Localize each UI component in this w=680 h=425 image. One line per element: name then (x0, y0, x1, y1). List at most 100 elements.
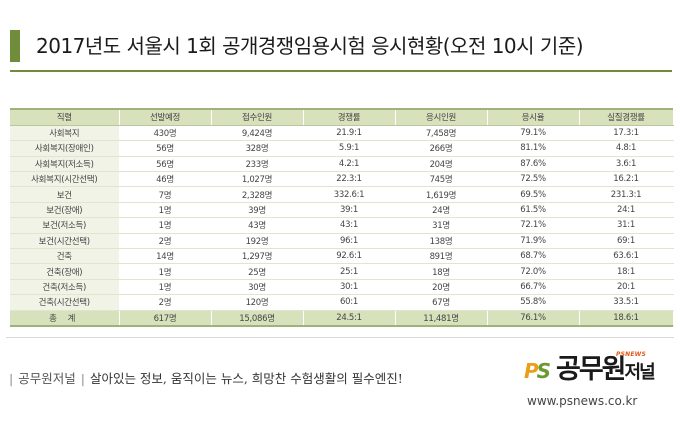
data-cell: 1명 (119, 263, 212, 280)
total-cell: 11,481명 (395, 310, 488, 326)
data-cell: 14명 (119, 248, 212, 265)
site-url: www.psnews.co.kr (527, 394, 638, 408)
data-cell: 2명 (119, 233, 212, 250)
data-cell: 3.6:1 (579, 156, 674, 173)
column-header: 선발예정 (119, 110, 212, 126)
row-label-cell: 보건(시간선택) (10, 233, 120, 250)
data-cell: 22.3:1 (303, 171, 396, 188)
data-cell: 68.7% (487, 248, 580, 265)
data-cell: 1,297명 (211, 248, 304, 265)
data-cell: 5.9:1 (303, 140, 396, 157)
row-label-cell: 건축(장애) (10, 263, 120, 280)
column-header: 경쟁률 (303, 110, 396, 126)
row-label-cell: 사회복지 (10, 125, 120, 142)
table-row: 건축(장애) 1명 25명 25:1 18명 72.0% 18:1 (10, 263, 674, 280)
data-cell: 30명 (211, 279, 304, 296)
data-cell: 39명 (211, 202, 304, 219)
data-cell: 63.6:1 (579, 248, 674, 265)
data-cell: 81.1% (487, 140, 580, 157)
data-cell: 1명 (119, 279, 212, 296)
data-cell: 266명 (395, 140, 488, 157)
data-cell: 9,424명 (211, 125, 304, 142)
data-cell: 24:1 (579, 202, 674, 219)
data-cell: 66.7% (487, 279, 580, 296)
table-row: 보건(시간선택) 2명 192명 96:1 138명 71.9% 69:1 (10, 233, 674, 250)
data-cell: 72.1% (487, 217, 580, 234)
data-cell: 96:1 (303, 233, 396, 250)
data-cell: 33.5:1 (579, 294, 674, 311)
data-cell: 31:1 (579, 217, 674, 234)
total-cell: 24.5:1 (303, 310, 396, 326)
data-cell: 4.2:1 (303, 156, 396, 173)
data-cell: 67명 (395, 294, 488, 311)
table-row: 건축(저소득) 1명 30명 30:1 20명 66.7% 20:1 (10, 279, 674, 296)
data-cell: 430명 (119, 125, 212, 142)
data-cell: 16.2:1 (579, 171, 674, 188)
data-cell: 92.6:1 (303, 248, 396, 265)
data-cell: 87.6% (487, 156, 580, 173)
slogan-separator: | (80, 371, 85, 386)
row-label-cell: 보건(장애) (10, 202, 120, 219)
data-cell: 72.0% (487, 263, 580, 280)
psnews-logo: PS 공무원저널 PSNEWS (524, 351, 674, 391)
column-header: 직렬 (10, 110, 120, 126)
total-row: 총 계 617명 15,086명 24.5:1 11,481명 76.1% 18.6:1 (10, 310, 674, 326)
table-body: 사회복지 430명 9,424명 21.9:1 7,458명 79.1% 17.3:1 사회복… (10, 125, 674, 326)
title-underline (10, 70, 672, 72)
data-cell: 17.3:1 (579, 125, 674, 142)
data-cell: 192명 (211, 233, 304, 250)
table-bottom-rule (10, 325, 673, 327)
total-cell: 76.1% (487, 310, 580, 326)
logo-ps-mark: PS (524, 359, 551, 383)
row-label-cell: 건축(시간선택) (10, 294, 120, 311)
data-cell: 69:1 (579, 233, 674, 250)
data-cell: 60:1 (303, 294, 396, 311)
column-header: 접수인원 (211, 110, 304, 126)
exam-status-table: 직렬 선발예정 접수인원 경쟁률 응시인원 응시율 실질경쟁률 사회복지 430명 9,424명… (10, 110, 674, 326)
total-cell: 18.6:1 (579, 310, 674, 326)
data-cell: 7명 (119, 186, 212, 203)
title-section: 2017년도 서울시 1회 공개경쟁임용시험 응시현황(오전 10시 기준) (0, 0, 680, 72)
table-row: 보건 7명 2,328명 332.6:1 1,619명 69.5% 231.3:1 (10, 186, 674, 203)
data-cell: 61.5% (487, 202, 580, 219)
table-row: 건축 14명 1,297명 92.6:1 891명 68.7% 63.6:1 (10, 248, 674, 265)
slogan-text: 살아있는 정보, 움직이는 뉴스, 희망찬 수험생활의 필수엔진! (89, 371, 403, 386)
data-cell: 204명 (395, 156, 488, 173)
data-cell: 1명 (119, 202, 212, 219)
total-label-cell: 총 계 (10, 310, 120, 326)
table-row: 사회복지 430명 9,424명 21.9:1 7,458명 79.1% 17.3:1 (10, 125, 674, 142)
data-cell: 4.8:1 (579, 140, 674, 157)
data-cell: 55.8% (487, 294, 580, 311)
row-label-cell: 사회복지(시간선택) (10, 171, 120, 188)
data-cell: 2명 (119, 294, 212, 311)
row-label-cell: 사회복지(저소득) (10, 156, 120, 173)
data-cell: 20명 (395, 279, 488, 296)
row-label-cell: 보건 (10, 186, 120, 203)
table-row: 사회복지(장애인) 56명 328명 5.9:1 266명 81.1% 4.8:1 (10, 140, 674, 157)
total-cell: 15,086명 (211, 310, 304, 326)
row-label-cell: 보건(저소득) (10, 217, 120, 234)
data-cell: 120명 (211, 294, 304, 311)
column-header: 응시인원 (395, 110, 488, 126)
table-row: 건축(시간선택) 2명 120명 60:1 67명 55.8% 33.5:1 (10, 294, 674, 311)
data-cell: 31명 (395, 217, 488, 234)
row-label-cell: 사회복지(장애인) (10, 140, 120, 157)
column-header: 응시율 (487, 110, 580, 126)
page-title: 2017년도 서울시 1회 공개경쟁임용시험 응시현황(오전 10시 기준) (36, 34, 584, 58)
data-cell: 56명 (119, 156, 212, 173)
data-cell: 71.9% (487, 233, 580, 250)
table-header-row: 직렬 선발예정 접수인원 경쟁률 응시인원 응시율 실질경쟁률 (10, 110, 674, 126)
title-accent-bar (10, 30, 20, 62)
table-row: 보건(장애) 1명 39명 39:1 24명 61.5% 24:1 (10, 202, 674, 219)
table-row: 보건(저소득) 1명 43명 43:1 31명 72.1% 31:1 (10, 217, 674, 234)
column-header: 실질경쟁률 (579, 110, 674, 126)
data-cell: 18명 (395, 263, 488, 280)
data-cell: 30:1 (303, 279, 396, 296)
data-cell: 79.1% (487, 125, 580, 142)
data-cell: 328명 (211, 140, 304, 157)
logo-tag: PSNEWS (616, 351, 646, 358)
data-cell: 43:1 (303, 217, 396, 234)
data-cell: 138명 (395, 233, 488, 250)
total-cell: 617명 (119, 310, 212, 326)
data-cell: 21.9:1 (303, 125, 396, 142)
